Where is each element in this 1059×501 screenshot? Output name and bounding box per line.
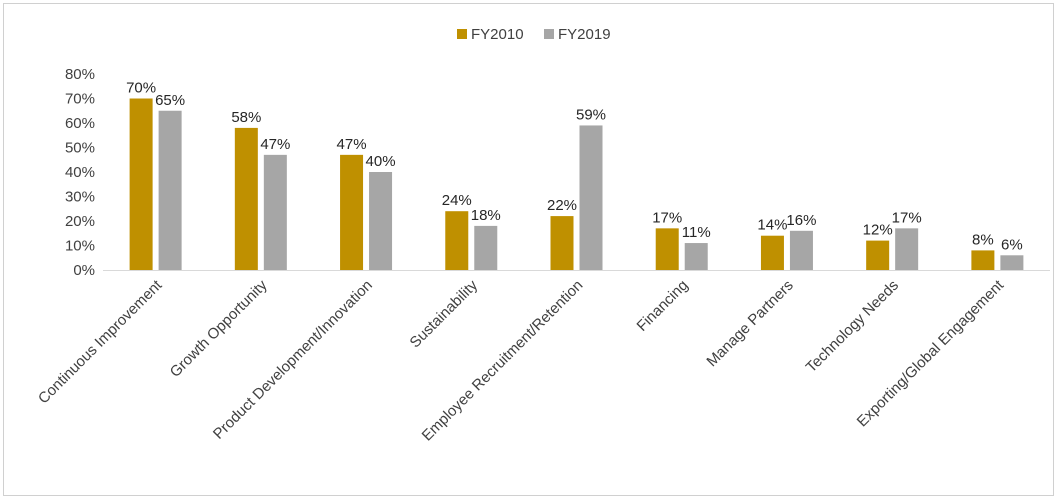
bar-fy2019: [1000, 255, 1024, 270]
y-tick-label: 80%: [65, 66, 95, 83]
data-label: 70%: [126, 80, 156, 97]
y-tick-label: 10%: [65, 238, 95, 255]
bar-fy2010: [445, 211, 469, 270]
y-tick-label: 30%: [65, 189, 95, 206]
bar-fy2010: [866, 240, 890, 270]
x-axis: Continuous Improvement Growth Opportunity…: [35, 270, 1050, 444]
data-label: 6%: [1001, 236, 1023, 253]
category-label: Sustainability: [407, 276, 482, 351]
data-label: 47%: [260, 136, 290, 153]
legend-swatch-fy2010: [457, 29, 467, 39]
bar-fy2019: [474, 225, 498, 270]
data-label: 58%: [231, 109, 261, 126]
bars: 70%65%58%47% 47%40%24%18%22%59%17%11% 14%1…: [126, 80, 1024, 271]
bar-fy2019: [789, 230, 813, 270]
bar-fy2010: [234, 127, 258, 271]
category-label: Manage Partners: [703, 277, 796, 370]
bar-fy2010: [971, 250, 995, 270]
y-tick-label: 70%: [65, 91, 95, 108]
legend-label: FY2019: [558, 26, 611, 43]
data-label: 12%: [863, 222, 893, 239]
data-label: 65%: [155, 92, 185, 109]
data-label: 11%: [682, 224, 711, 241]
bar-fy2019: [684, 243, 708, 270]
data-label: 17%: [892, 209, 922, 226]
bar-fy2010: [760, 235, 784, 270]
data-label: 14%: [757, 217, 787, 234]
data-label: 24%: [442, 192, 472, 209]
bar-fy2019: [895, 228, 919, 270]
y-tick-label: 40%: [65, 164, 95, 181]
data-label: 16%: [786, 212, 816, 229]
data-label: 18%: [471, 207, 501, 224]
data-label: 22%: [547, 197, 577, 214]
data-label: 47%: [337, 136, 367, 153]
bar-fy2019: [158, 110, 182, 270]
y-tick-label: 20%: [65, 213, 95, 230]
y-tick-label: 50%: [65, 140, 95, 157]
bar-fy2019: [369, 172, 393, 270]
y-axis: 0% 10% 20% 30% 40% 50% 60% 70% 80%: [65, 66, 95, 279]
bar-fy2010: [129, 98, 153, 270]
bar-fy2010: [550, 216, 574, 270]
category-label: Financing: [634, 277, 692, 335]
bar-fy2010: [655, 228, 679, 270]
bar-fy2019: [263, 154, 287, 270]
category-label: Growth Opportunity: [167, 276, 271, 380]
y-tick-label: 0%: [73, 262, 95, 279]
legend-swatch-fy2019: [544, 29, 554, 39]
data-label: 17%: [652, 209, 682, 226]
legend-label: FY2010: [471, 26, 524, 43]
category-label: Continuous Improvement: [35, 276, 166, 407]
data-label: 40%: [366, 153, 396, 170]
data-label: 59%: [576, 106, 606, 123]
data-label: 8%: [972, 231, 994, 248]
category-label: Technology Needs: [803, 277, 902, 376]
y-tick-label: 60%: [65, 115, 95, 132]
bar-fy2019: [579, 125, 603, 270]
legend: FY2010 FY2019: [457, 26, 611, 43]
bar-fy2010: [340, 154, 364, 270]
